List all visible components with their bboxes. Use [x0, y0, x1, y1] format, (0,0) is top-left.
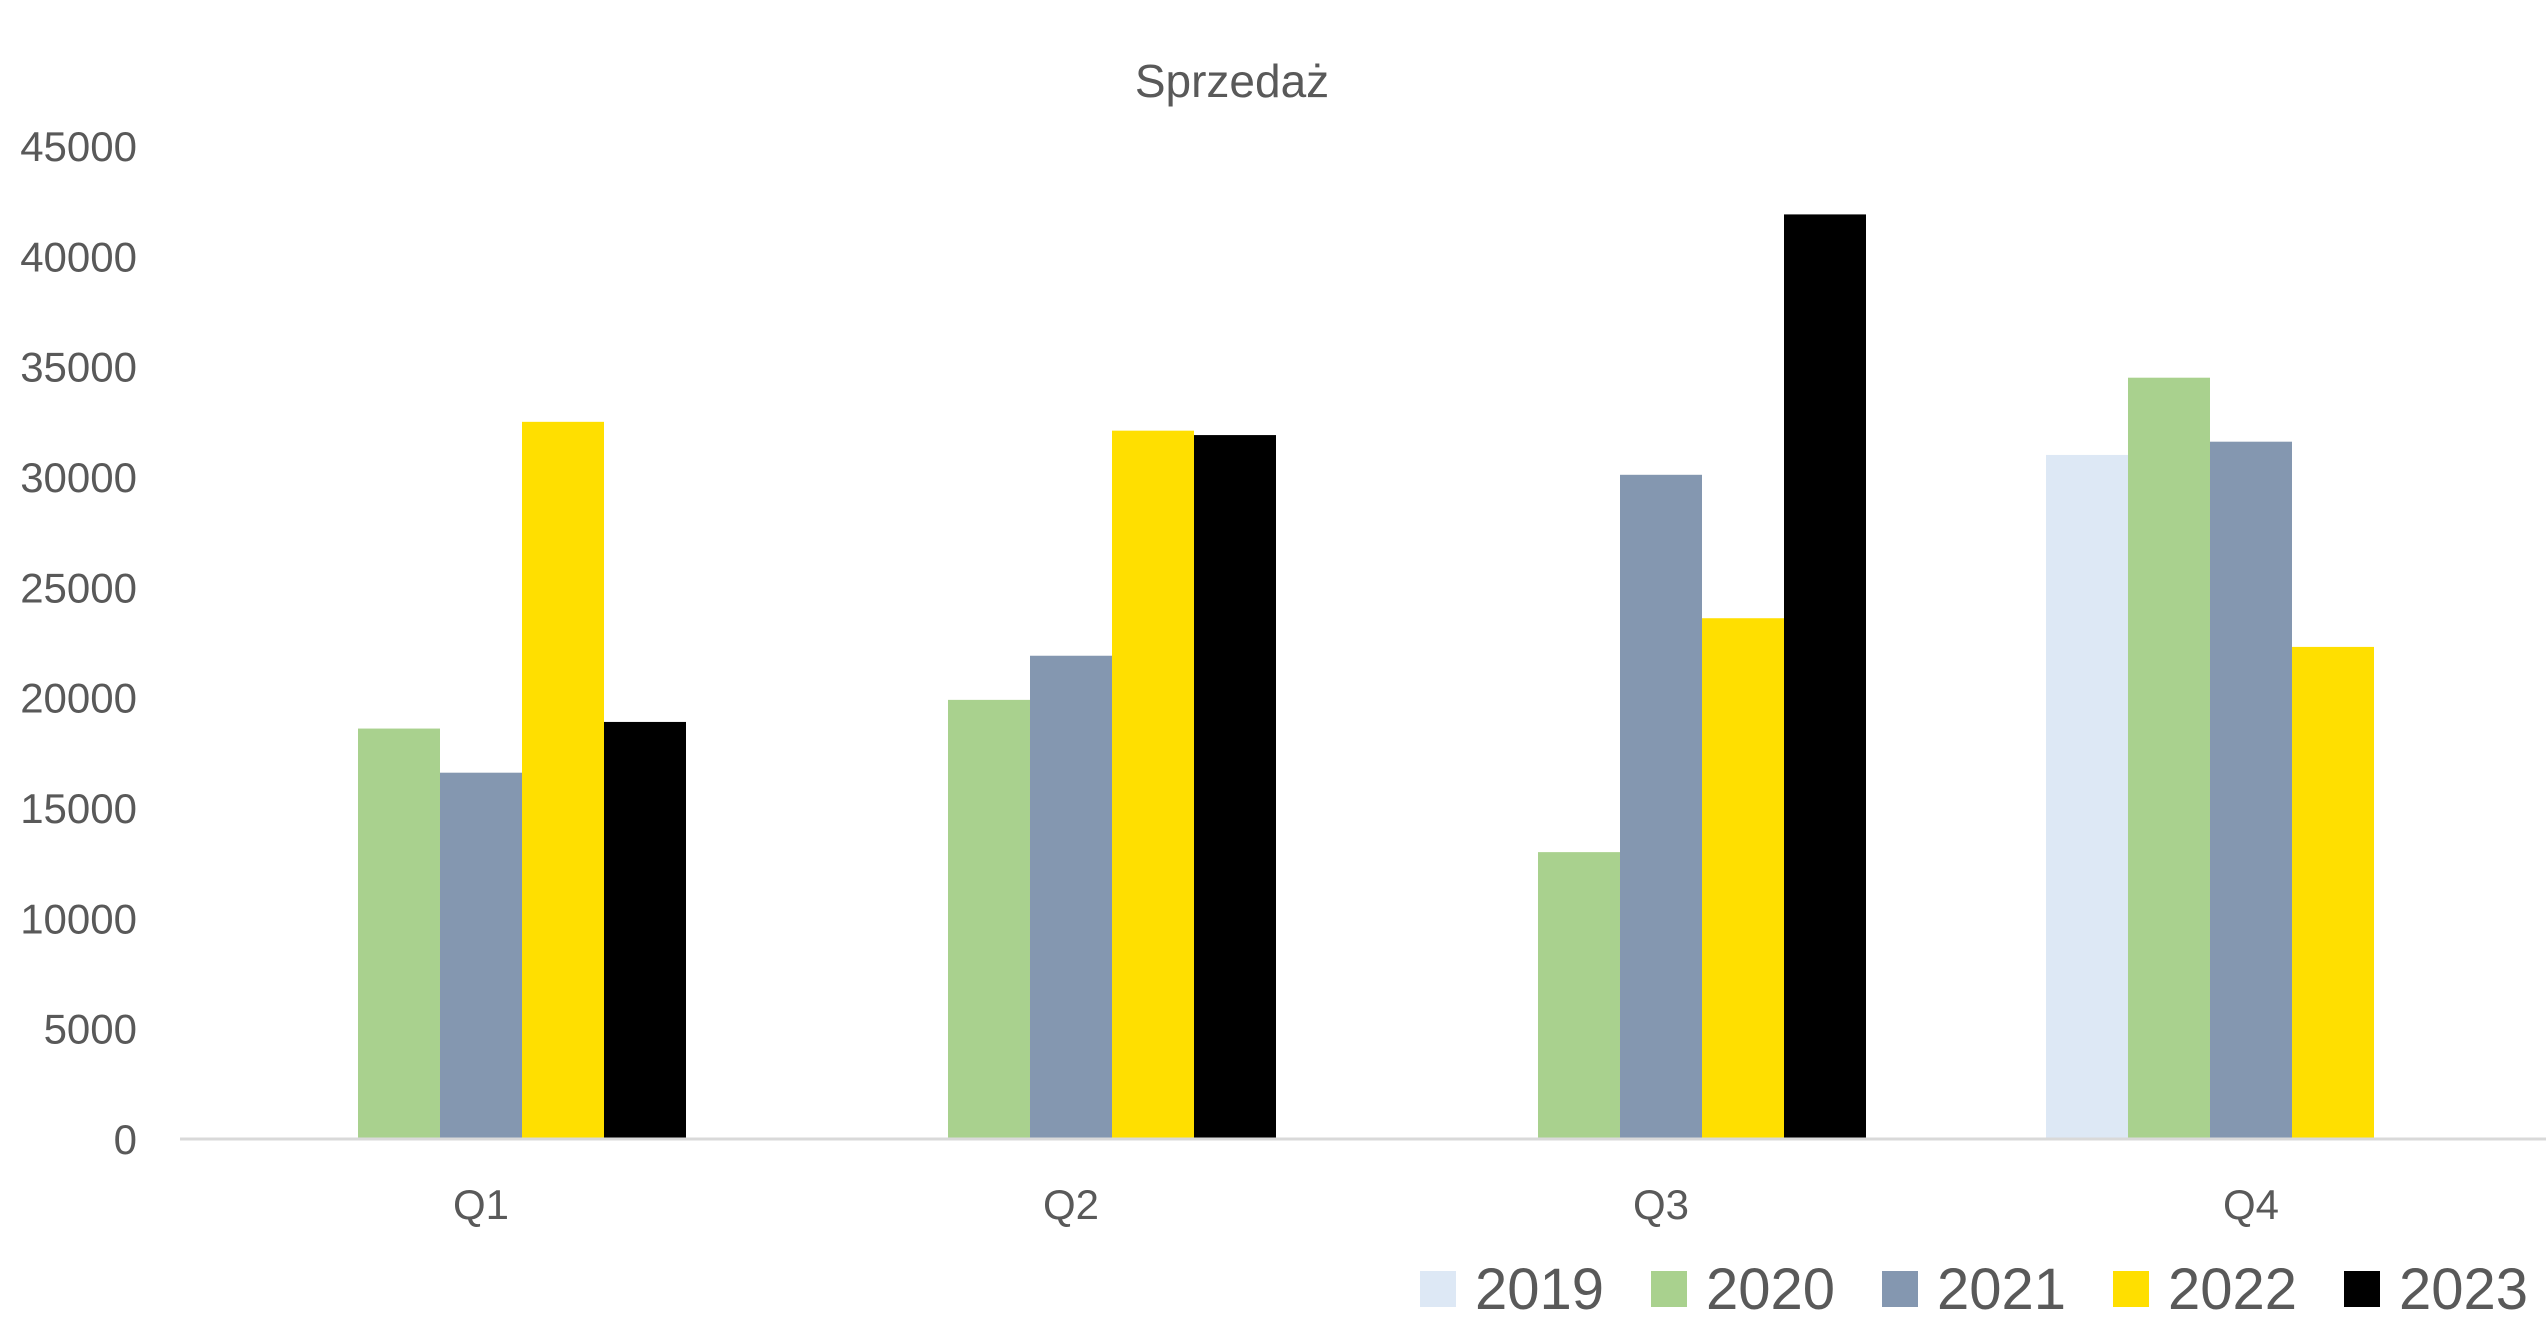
legend-swatch [1420, 1271, 1456, 1307]
bar-q3-2023 [1784, 214, 1866, 1139]
legend-item-2019: 2019 [1420, 1257, 1604, 1322]
legend: 2019 2020 2021 2022 2023 [1420, 1257, 2528, 1322]
bar-q4-2022 [2292, 646, 2374, 1139]
legend-item-2022: 2022 [2113, 1257, 2297, 1322]
bar-q4-2019 [2046, 454, 2128, 1139]
y-tick-label: 20000 [20, 675, 137, 722]
x-tick-label: Q2 [1043, 1181, 1099, 1228]
y-tick-label: 45000 [20, 123, 137, 170]
legend-swatch [1882, 1271, 1918, 1307]
bar-q2-2023 [1194, 435, 1276, 1139]
bar-group-q4 [2046, 377, 2374, 1139]
bar-q3-2022 [1702, 618, 1784, 1139]
legend-swatch [1651, 1271, 1687, 1307]
y-axis: 0 5000 10000 15000 20000 25000 30000 35000 40000… [20, 123, 137, 1163]
bar-q2-2020 [948, 699, 1030, 1139]
legend-item-2021: 2021 [1882, 1257, 2066, 1322]
x-tick-label: Q3 [1633, 1181, 1689, 1228]
x-axis: Q1 Q2 Q3 Q4 [453, 1181, 2279, 1228]
legend-label: 2022 [2168, 1257, 2297, 1322]
legend-item-2020: 2020 [1651, 1257, 1835, 1322]
bar-q1-2021 [440, 772, 522, 1139]
y-tick-label: 0 [114, 1116, 137, 1163]
legend-label: 2020 [1706, 1257, 1835, 1322]
x-tick-label: Q1 [453, 1181, 509, 1228]
bar-q2-2021 [1030, 655, 1112, 1139]
bar-q3-2021 [1620, 474, 1702, 1139]
bars [358, 214, 2374, 1139]
bar-q4-2021 [2210, 441, 2292, 1139]
legend-label: 2021 [1937, 1257, 2066, 1322]
legend-swatch [2344, 1271, 2380, 1307]
legend-label: 2023 [2399, 1257, 2528, 1322]
y-tick-label: 10000 [20, 895, 137, 942]
bar-q3-2020 [1538, 852, 1620, 1139]
x-tick-label: Q4 [2223, 1181, 2279, 1228]
legend-swatch [2113, 1271, 2149, 1307]
y-tick-label: 5000 [44, 1006, 137, 1053]
y-tick-label: 40000 [20, 233, 137, 280]
legend-item-2023: 2023 [2344, 1257, 2528, 1322]
bar-group-q3 [1538, 214, 1866, 1139]
bar-group-q2 [948, 430, 1276, 1139]
bar-q4-2020 [2128, 377, 2210, 1139]
bar-q1-2023 [604, 721, 686, 1139]
y-tick-label: 35000 [20, 344, 137, 391]
chart-title: Sprzedaż [1135, 55, 1329, 107]
bar-q1-2022 [522, 421, 604, 1139]
bar-q1-2020 [358, 728, 440, 1139]
y-tick-label: 30000 [20, 454, 137, 501]
legend-label: 2019 [1475, 1257, 1604, 1322]
bar-group-q1 [358, 421, 686, 1139]
y-tick-label: 15000 [20, 785, 137, 832]
y-tick-label: 25000 [20, 564, 137, 611]
bar-q2-2022 [1112, 430, 1194, 1139]
